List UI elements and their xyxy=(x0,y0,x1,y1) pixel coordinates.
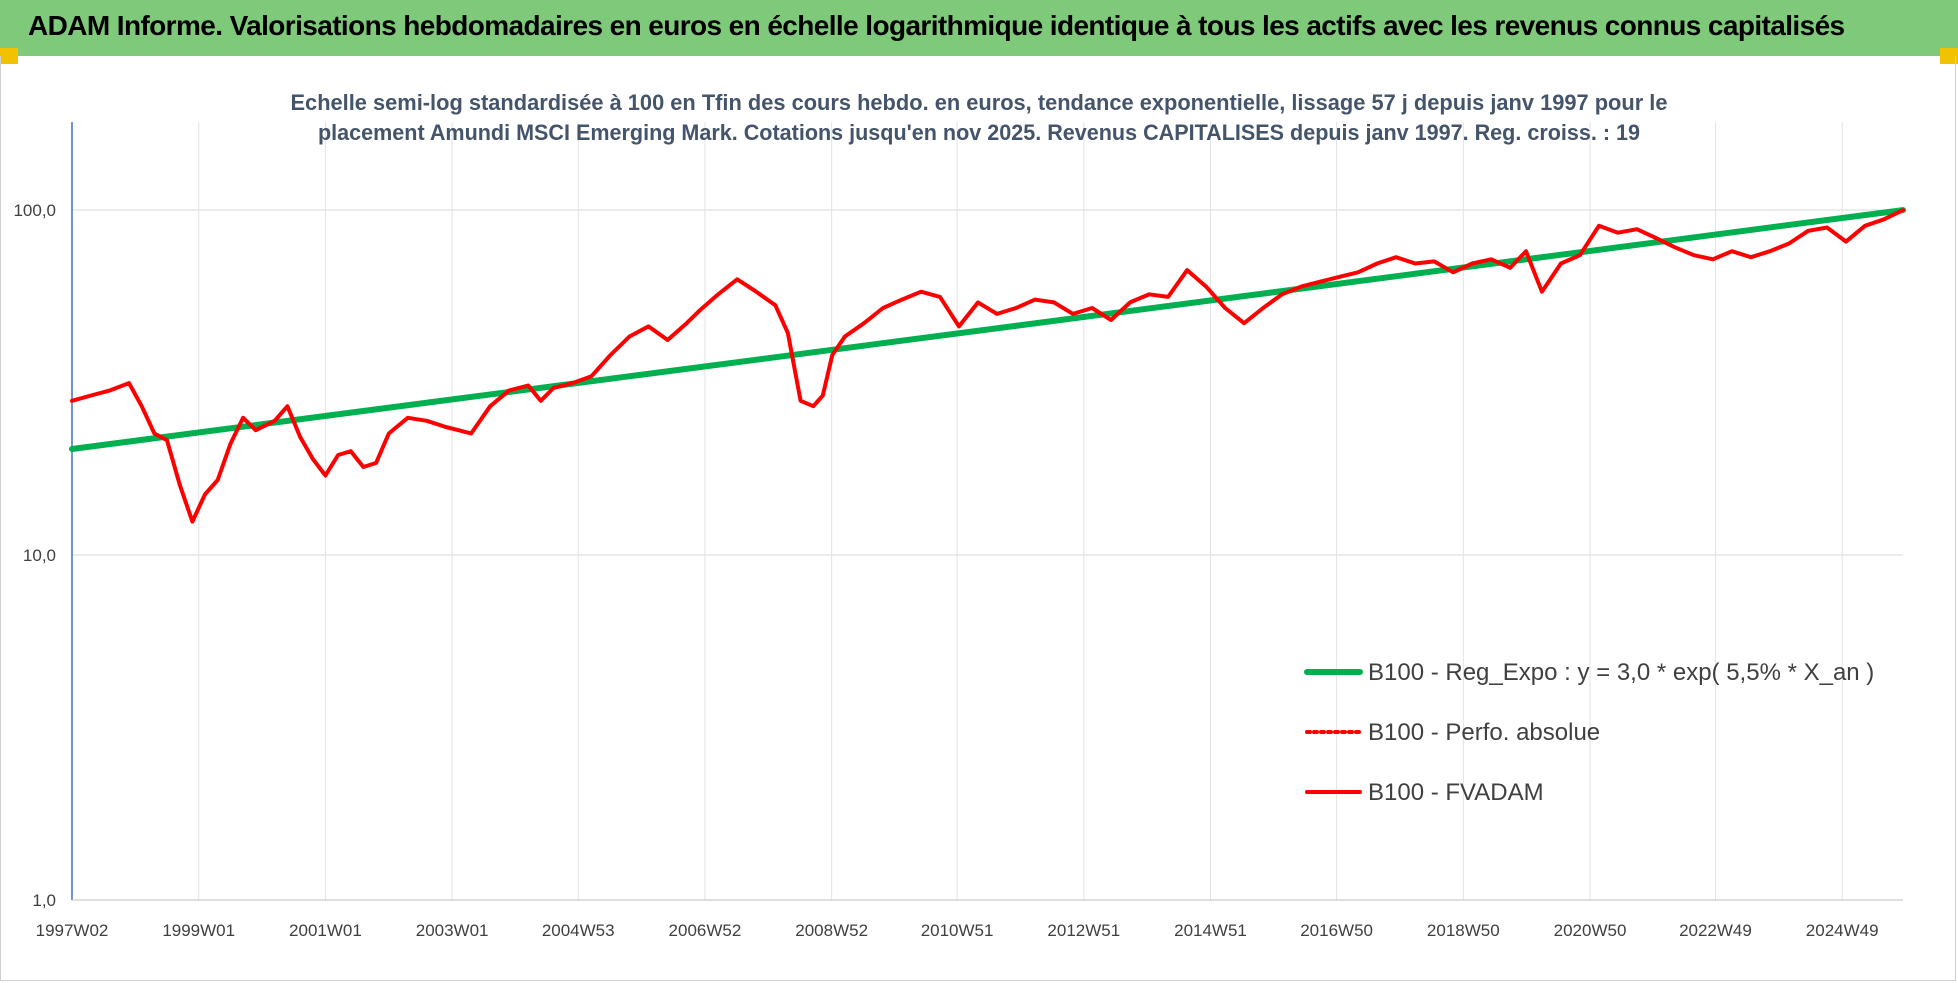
x-tick-label: 2024W49 xyxy=(1806,921,1879,940)
chart-title-line: placement Amundi MSCI Emerging Mark. Cot… xyxy=(318,120,1640,145)
x-tick-label: 2010W51 xyxy=(921,921,994,940)
y-tick-label: 1,0 xyxy=(32,891,56,910)
series-lines xyxy=(69,207,1906,524)
series-line-2 xyxy=(70,208,1905,524)
chart-title: Echelle semi-log standardisée à 100 en T… xyxy=(291,90,1668,145)
title-banner: ADAM Informe. Valorisations hebdomadaire… xyxy=(0,0,1958,56)
legend: B100 - Reg_Expo : y = 3,0 * exp( 5,5% * … xyxy=(1304,659,1874,806)
x-tick-label: 2004W53 xyxy=(542,921,615,940)
legend-label: B100 - Reg_Expo : y = 3,0 * exp( 5,5% * … xyxy=(1368,659,1874,686)
x-tick-label: 2006W52 xyxy=(669,921,742,940)
x-tick-label: 2020W50 xyxy=(1554,921,1627,940)
x-tick-label: 2008W52 xyxy=(795,921,868,940)
series-line-0 xyxy=(69,207,1906,452)
x-tick-label: 2016W50 xyxy=(1300,921,1373,940)
y-tick-label: 10,0 xyxy=(23,546,56,565)
x-tick-label: 2018W50 xyxy=(1427,921,1500,940)
x-tick-label: 1999W01 xyxy=(162,921,235,940)
chart-frame xyxy=(0,56,1956,981)
corner-marker-left xyxy=(0,48,18,64)
x-tick-label: 1997W02 xyxy=(36,921,109,940)
y-tick-label: 100,0 xyxy=(13,201,56,220)
report-title: ADAM Informe. Valorisations hebdomadaire… xyxy=(28,10,1845,41)
x-tick-label: 2001W01 xyxy=(289,921,362,940)
x-tick-label: 2014W51 xyxy=(1174,921,1247,940)
tick-labels: 1,0 10,0 100,0 1997W02 1999W01 2001W01 2003W01… xyxy=(13,201,1878,940)
legend-label: B100 - Perfo. absolue xyxy=(1368,719,1600,746)
chart-title-line: Echelle semi-log standardisée à 100 en T… xyxy=(291,90,1668,115)
corner-marker-right xyxy=(1940,48,1958,64)
gridlines xyxy=(71,122,1903,901)
legend-label: B100 - FVADAM xyxy=(1368,779,1544,806)
x-tick-label: 2003W01 xyxy=(416,921,489,940)
x-tick-label: 2012W51 xyxy=(1047,921,1120,940)
x-tick-label: 2022W49 xyxy=(1679,921,1752,940)
